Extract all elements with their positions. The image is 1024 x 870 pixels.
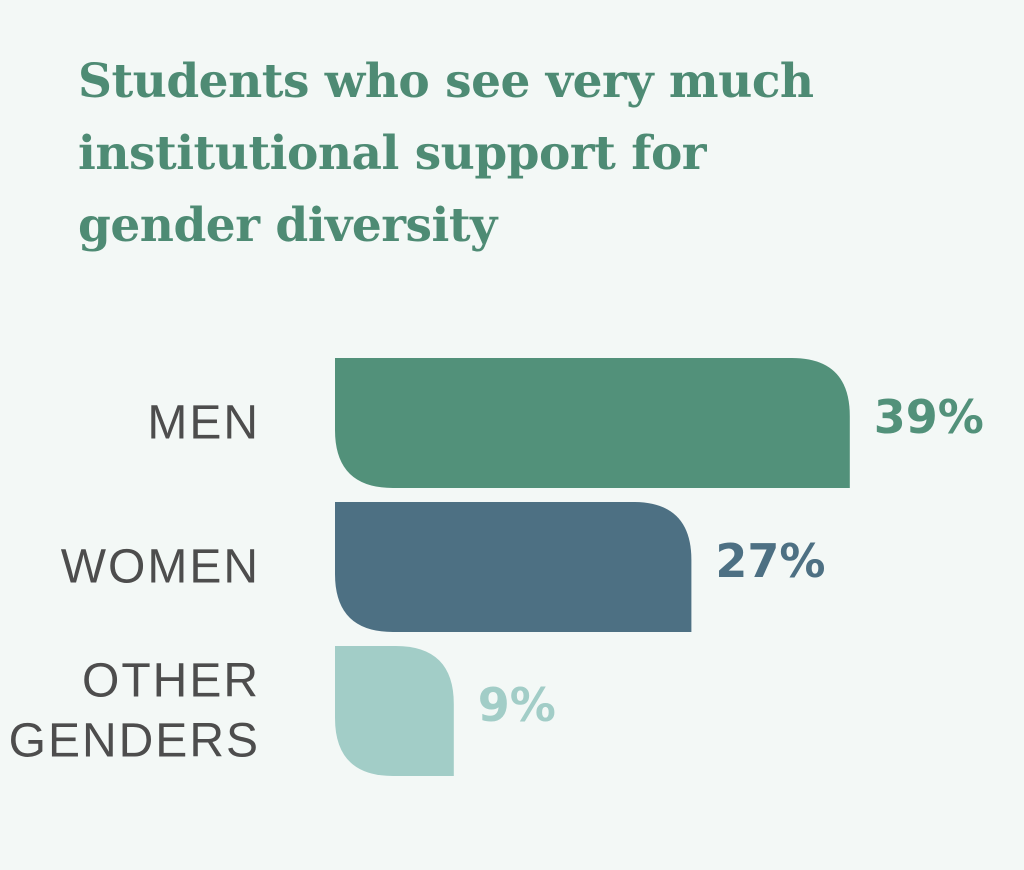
- category-label-women: WOMEN: [61, 541, 260, 594]
- category-label-other-genders: OTHER GENDERS: [9, 655, 260, 768]
- bar-other-genders: [335, 646, 454, 776]
- bar-men: [335, 358, 850, 488]
- bar-women: [335, 502, 692, 632]
- value-label-women: 27%: [715, 534, 825, 588]
- category-label-men: MEN: [147, 397, 260, 450]
- value-label-men: 39%: [874, 390, 984, 444]
- chart-title: Students who see very much institutional…: [78, 54, 814, 253]
- value-label-other-genders: 9%: [478, 678, 556, 732]
